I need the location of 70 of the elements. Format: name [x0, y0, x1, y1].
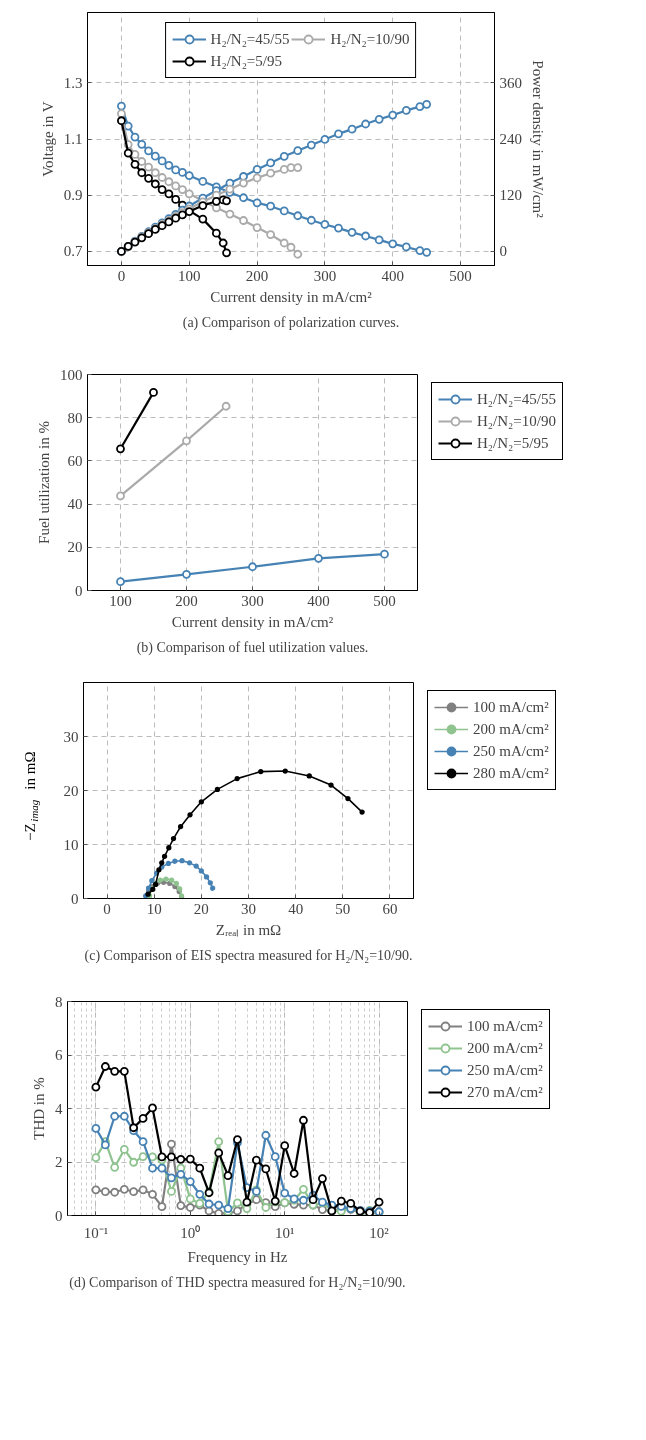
y-axis-title: Voltage in V — [39, 101, 56, 177]
x-tick-label: 40 — [288, 900, 304, 917]
x-tick-label: 0 — [117, 267, 126, 284]
y-tick-label: 1.1 — [63, 131, 83, 147]
y2-tick-label: 120 — [499, 187, 522, 204]
y-tick-label: 100 — [60, 366, 83, 383]
y-axis-title: Fuel utilization in % — [36, 421, 52, 544]
y-tick-label: 0 — [55, 1207, 63, 1224]
y2-tick-label: 0 — [499, 243, 507, 260]
legend-label: H₂/N₂=5/95 — [210, 52, 282, 70]
legend-label: H₂/N₂=10/90 — [477, 412, 556, 430]
y-tick-label: 10 — [63, 836, 79, 853]
legend-label: 280 mA/cm² — [473, 764, 549, 782]
y-tick-label: 8 — [55, 993, 63, 1010]
legend-label: 200 mA/cm² — [473, 720, 549, 738]
x-tick-label: 100 — [178, 267, 201, 284]
y-tick-label: 80 — [67, 409, 83, 426]
y2-axis-title: Power density in mW/cm² — [530, 60, 546, 219]
text: (c) Comparison of EIS spectra measured for H₂/N₂=10/90. — [84, 947, 413, 964]
text: (b) Comparison of fuel utilization values. — [136, 639, 369, 656]
x-tick-label: 400 — [381, 267, 404, 284]
x-tick-label: 10⁰ — [180, 1224, 201, 1241]
y-tick-label: 30 — [63, 728, 79, 745]
legend-label: H₂/N₂=45/55 — [210, 30, 290, 48]
legend-label: 100 mA/cm² — [473, 698, 549, 716]
y2-tick-label: 240 — [499, 131, 522, 147]
x-tick-label: 500 — [449, 267, 472, 284]
y-tick-label: 0.9 — [63, 187, 83, 204]
y-axis-title: −Zimag in mΩ — [21, 751, 40, 842]
x-tick-label: 100 — [109, 592, 132, 609]
x-axis-title: Current density in mA/cm² — [171, 613, 334, 630]
legend-label: H₂/N₂=5/95 — [477, 434, 549, 452]
y-axis-title: THD in % — [31, 1077, 47, 1140]
x-axis-title: Frequency in Hz — [187, 1248, 288, 1265]
y-tick-label: 20 — [63, 782, 79, 799]
y-tick-label: 40 — [67, 496, 83, 513]
x-tick-label: 0 — [103, 900, 111, 917]
x-axis-title: Current density in mA/cm² — [210, 288, 373, 305]
x-tick-label: 50 — [335, 900, 351, 917]
text: (a) Comparison of polarization curves. — [182, 314, 400, 331]
y-tick-label: 4 — [55, 1100, 63, 1117]
x-tick-label: 30 — [241, 900, 256, 917]
y-tick-label: 0.7 — [63, 243, 83, 260]
legend-label: H₂/N₂=10/90 — [330, 30, 410, 48]
x-tick-label: 60 — [382, 900, 398, 917]
y2-tick-label: 360 — [499, 74, 522, 91]
x-tick-label: 300 — [313, 267, 337, 284]
legend-label: 250 mA/cm² — [473, 742, 549, 760]
x-axis-title: Zᵣₑₐₗ in mΩ — [215, 921, 282, 938]
x-tick-label: 500 — [373, 592, 396, 609]
x-tick-label: 200 — [245, 267, 269, 284]
legend-label: 250 mA/cm² — [467, 1061, 543, 1079]
x-tick-label: 20 — [193, 900, 209, 917]
y-tick-label: 2 — [55, 1154, 63, 1170]
x-tick-label: 300 — [241, 592, 264, 609]
x-tick-label: 200 — [175, 592, 198, 609]
x-tick-label: 10 — [146, 900, 162, 917]
y-tick-label: 1.3 — [63, 74, 83, 91]
y-tick-label: 20 — [67, 539, 83, 556]
legend-label: 200 mA/cm² — [467, 1039, 543, 1057]
text: (d) Comparison of THD spectra measured for H₂/N₂=10/90. — [69, 1274, 406, 1291]
legend-label: H₂/N₂=45/55 — [477, 390, 556, 408]
x-tick-label: 400 — [307, 592, 330, 609]
y-tick-label: 60 — [67, 452, 83, 469]
x-tick-label: 10⁻¹ — [83, 1224, 109, 1241]
legend-label: 270 mA/cm² — [467, 1083, 543, 1101]
legend-label: 100 mA/cm² — [467, 1017, 543, 1035]
x-tick-label: 10¹ — [274, 1224, 295, 1241]
x-tick-label: 10² — [369, 1224, 390, 1241]
y-tick-label: 6 — [55, 1047, 63, 1063]
